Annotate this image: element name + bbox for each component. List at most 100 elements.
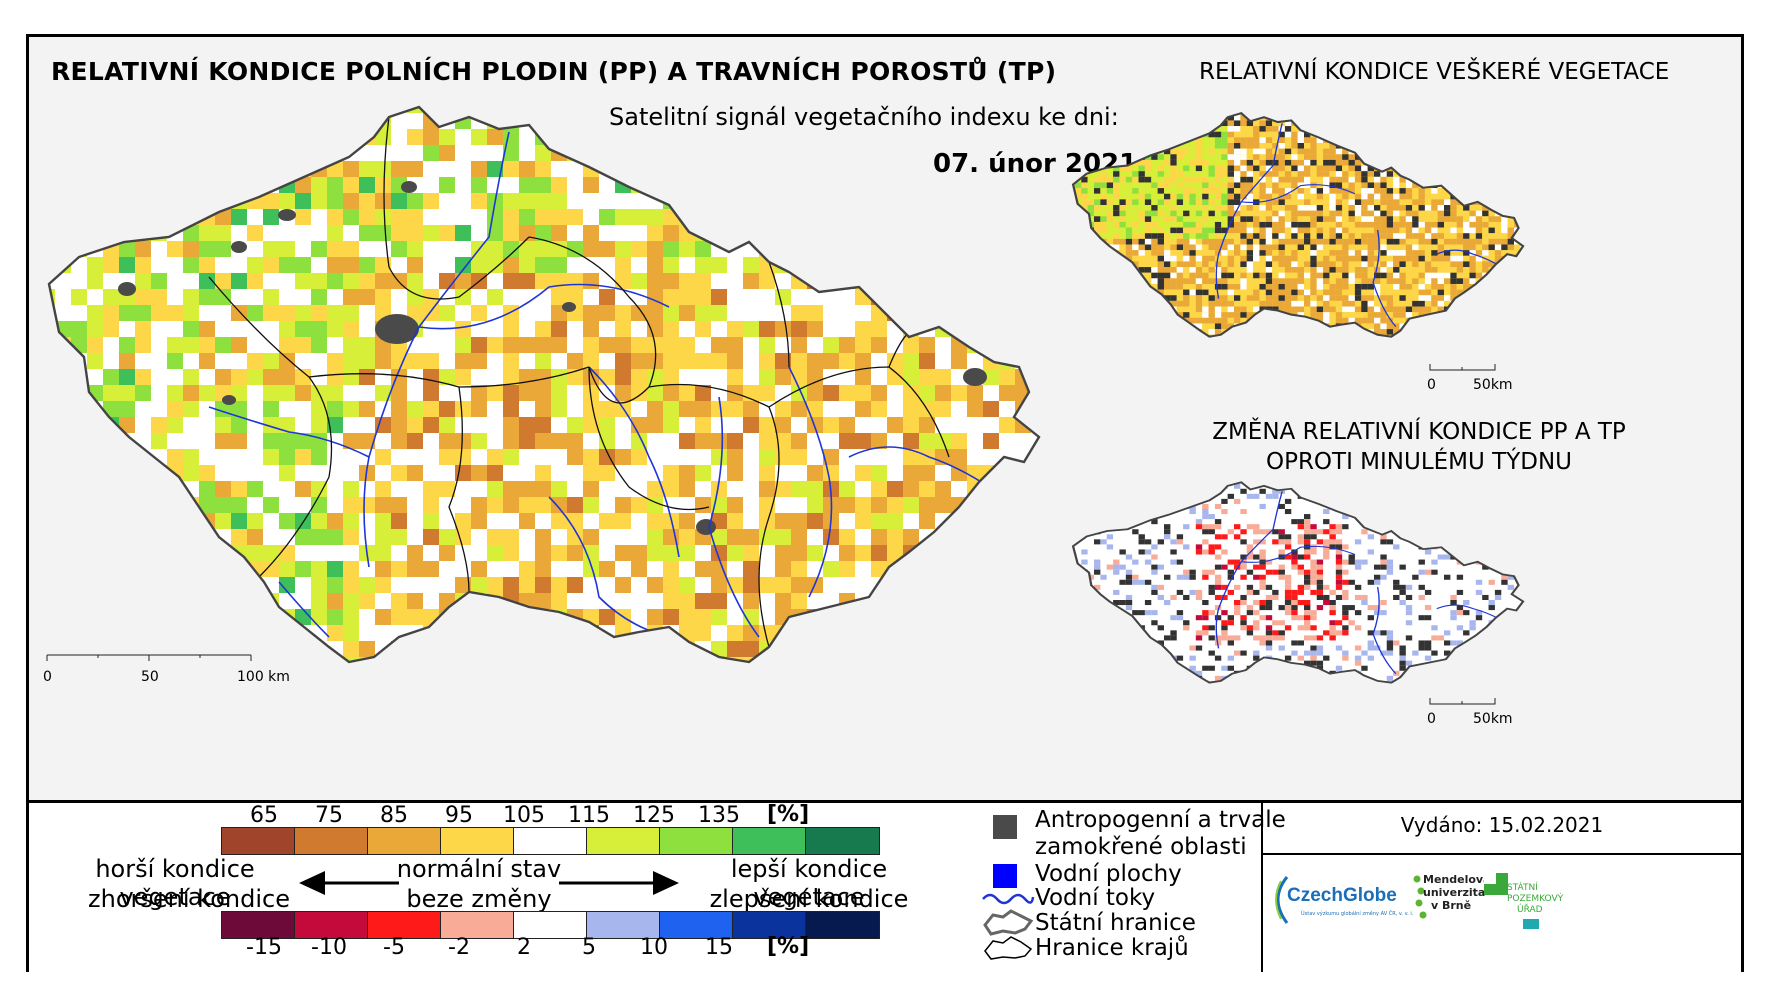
- change-tick: 15: [705, 935, 733, 960]
- mendel-logo-dots: [1413, 875, 1427, 919]
- change-swatch: [514, 912, 587, 938]
- condition-tick: 65: [250, 803, 278, 828]
- legend-panel: 65 75 85 95 105 115 125 135 [%] horší ko…: [29, 800, 1741, 975]
- czechglobe-subtitle: Ústav výzkumu globální změny AV ČR, v. v…: [1301, 911, 1414, 917]
- change-tick: 5: [582, 935, 596, 960]
- vegetation-scale-bar: [1429, 364, 1496, 371]
- condition-tick: 135: [698, 803, 740, 828]
- condition-tick: 75: [315, 803, 343, 828]
- region-border-icon: [984, 936, 1033, 960]
- main-scale-bar: [46, 654, 252, 661]
- vegetation-scale-zero: 0: [1427, 377, 1436, 393]
- change-map: [1071, 481, 1525, 684]
- key-anthropogenic: Antropogenní a trvale zamokřené oblasti: [1035, 807, 1286, 861]
- anthropogenic-area-swatch: [993, 815, 1017, 839]
- stream-line-icon: [982, 893, 1035, 905]
- change-swatch: [368, 912, 441, 938]
- subtitle: Satelitní signál vegetačního indexu ke d…: [609, 103, 1119, 131]
- scale-end: 100 km: [237, 669, 290, 685]
- change-tick: -5: [383, 935, 405, 960]
- vegetation-map: [1071, 112, 1525, 338]
- change-swatch: [222, 912, 295, 938]
- condition-tick: 105: [503, 803, 545, 828]
- key-region-border: Hranice krajů: [1035, 935, 1189, 961]
- change-title-line2: OPROTI MINULÉMU TÝDNU: [1265, 449, 1573, 475]
- condition-raster: [49, 107, 1039, 662]
- condition-tick: 95: [445, 803, 473, 828]
- change-scale-zero: 0: [1427, 711, 1436, 727]
- change-tick: -10: [311, 935, 347, 960]
- czechglobe-name: CzechGlobe: [1287, 885, 1397, 906]
- mendel-logo-text: Mendelova univerzita v Brně: [1423, 873, 1491, 912]
- vegetation-raster: [1073, 113, 1524, 337]
- condition-swatch: [733, 828, 806, 854]
- map-sheet: RELATIVNÍ KONDICE POLNÍCH PLODIN (PP) A …: [26, 34, 1744, 975]
- condition-tick: 85: [380, 803, 408, 828]
- condition-swatch: [222, 828, 295, 854]
- condition-swatch: [806, 828, 879, 854]
- issued-date: Vydáno: 15.02.2021: [1400, 813, 1604, 837]
- direction-arrows: [299, 871, 679, 895]
- condition-swatch: [660, 828, 733, 854]
- change-map-title: ZMĚNA RELATIVNÍ KONDICE PP A TP OPROTI M…: [1169, 417, 1669, 477]
- anthropogenic-areas: [118, 181, 987, 535]
- divider: [1261, 853, 1741, 855]
- change-colorbar: [221, 911, 880, 939]
- change-tick: 2: [517, 935, 531, 960]
- main-condition-map: 0 50 100 km: [43, 105, 1041, 685]
- change-swatch: [733, 912, 806, 938]
- spu-logo-text: STÁTNÍ POZEMKOVÝ ÚŘAD: [1507, 883, 1563, 916]
- water-body-swatch: [993, 864, 1017, 888]
- change-swatch: [441, 912, 514, 938]
- region-borders: [208, 116, 950, 648]
- divider: [1261, 803, 1263, 972]
- water-streams: [208, 131, 990, 638]
- mendel-line1: Mendelova: [1423, 873, 1491, 886]
- vegetation-map-title: RELATIVNÍ KONDICE VEŠKERÉ VEGETACE: [1199, 59, 1670, 85]
- change-scale-bar: [1429, 698, 1496, 705]
- key-water-streams: Vodní toky: [1035, 885, 1156, 911]
- spu-line3: ÚŘAD: [1517, 905, 1543, 915]
- caption-no-change: beze změny: [406, 885, 552, 913]
- caption-worsening: zhoršení kondice: [88, 885, 290, 913]
- key-state-border: Státní hranice: [1035, 910, 1196, 936]
- caption-worse-condition: horší kondice vegetace: [95, 855, 255, 911]
- condition-tick: 125: [633, 803, 675, 828]
- key-anthropogenic-line2: zamokřené oblasti: [1035, 834, 1247, 860]
- change-swatch: [660, 912, 733, 938]
- main-title: RELATIVNÍ KONDICE POLNÍCH PLODIN (PP) A …: [51, 57, 1057, 86]
- condition-swatch: [295, 828, 368, 854]
- key-water-bodies: Vodní plochy: [1035, 861, 1182, 887]
- change-streams: [1215, 491, 1501, 674]
- condition-swatch: [587, 828, 660, 854]
- czechglobe-logo: [1275, 876, 1289, 924]
- condition-unit: [%]: [767, 802, 810, 827]
- condition-colorbar: [221, 827, 880, 855]
- caption-normal: normální stav: [396, 855, 562, 883]
- condition-swatch: [441, 828, 514, 854]
- condition-swatch: [368, 828, 441, 854]
- condition-swatch: [514, 828, 587, 854]
- vegetation-scale-end: 50km: [1473, 377, 1513, 393]
- spu-logo-mark: [1484, 873, 1508, 895]
- mendel-line2: univerzita: [1423, 886, 1486, 899]
- change-unit: [%]: [767, 934, 810, 959]
- key-anthropogenic-line1: Antropogenní a trvale: [1035, 807, 1286, 833]
- spu-line1: STÁTNÍ: [1507, 883, 1538, 893]
- change-title-line1: ZMĚNA RELATIVNÍ KONDICE PP A TP: [1212, 419, 1626, 445]
- caption-improvement: zlepšení kondice: [709, 885, 909, 913]
- scale-zero: 0: [43, 669, 52, 685]
- change-scale-end: 50km: [1473, 711, 1513, 727]
- change-swatch: [806, 912, 879, 938]
- change-swatch: [587, 912, 660, 938]
- spu-logo-accent: [1523, 919, 1539, 929]
- caption-better-condition: lepší kondice vegetace: [730, 855, 888, 911]
- mendel-line3: v Brně: [1431, 899, 1472, 912]
- change-tick: -15: [246, 935, 282, 960]
- spu-line2: POZEMKOVÝ: [1507, 894, 1564, 904]
- change-swatch: [295, 912, 368, 938]
- change-tick: 10: [640, 935, 668, 960]
- scale-mid: 50: [141, 669, 159, 685]
- condition-tick: 115: [568, 803, 610, 828]
- arrow-right-icon: [559, 871, 679, 895]
